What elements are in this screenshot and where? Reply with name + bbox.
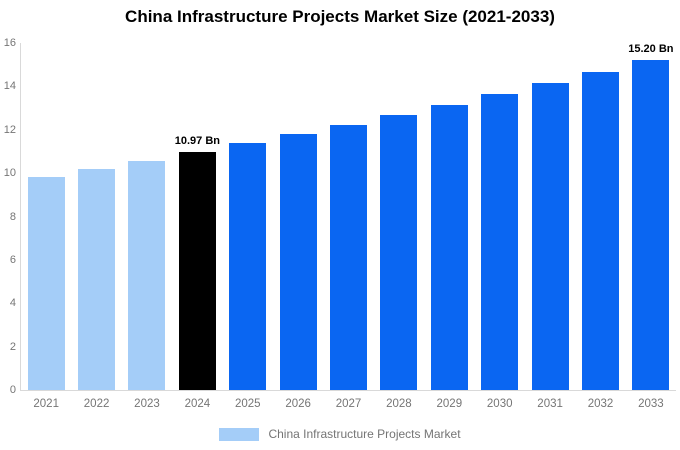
x-tick-label-2027: 2027 xyxy=(335,398,362,410)
x-tick-label-2023: 2023 xyxy=(134,398,160,410)
x-tick-label-2031: 2031 xyxy=(537,398,563,410)
bar-slot-2032 xyxy=(575,43,625,390)
legend-swatch xyxy=(219,427,260,441)
y-tick-label: 2 xyxy=(9,340,16,353)
bar-slot-2021 xyxy=(21,43,71,390)
bar-slot-2025 xyxy=(223,43,273,390)
bar-2033 xyxy=(632,60,670,390)
chart-title: China Infrastructure Projects Market Siz… xyxy=(125,7,555,26)
bar-2029 xyxy=(430,104,468,390)
x-tick-label-2033: 2033 xyxy=(638,398,664,410)
bar-2028 xyxy=(380,115,418,390)
bar-slot-2022 xyxy=(71,43,121,390)
x-tick-label-2029: 2029 xyxy=(436,398,463,410)
bar-2026 xyxy=(279,134,317,390)
bar-2021 xyxy=(27,176,65,390)
y-tick-label: 0 xyxy=(9,384,16,396)
y-tick-label: 14 xyxy=(3,80,16,93)
x-tick-label-2026: 2026 xyxy=(285,398,311,410)
x-tick-label-2025: 2025 xyxy=(234,398,261,410)
bar-slot-2029 xyxy=(424,43,474,390)
x-tick-label-2028: 2028 xyxy=(386,398,412,410)
bar-slot-2028 xyxy=(374,43,424,390)
bar-slot-2023 xyxy=(122,43,172,390)
bar-2032 xyxy=(581,72,619,390)
bar-2022 xyxy=(78,168,116,390)
value-label-2024: 10.97 Bn xyxy=(174,135,220,148)
x-tick-label-2030: 2030 xyxy=(486,398,513,410)
x-axis: 2021 2022 2023 2024 2025 2026 2027 2028 2029 2030… xyxy=(21,398,676,410)
plot-area: 10.97 Bn 15.20 Bn xyxy=(21,43,676,390)
bar-2023 xyxy=(128,160,166,390)
y-tick-label: 8 xyxy=(9,210,16,223)
bar-2024 xyxy=(178,152,216,390)
bar-slot-2026 xyxy=(273,43,323,390)
value-label-2033: 15.20 Bn xyxy=(628,43,674,56)
bar-2031 xyxy=(531,83,569,390)
bar-slot-2030 xyxy=(475,43,525,390)
y-tick-label: 12 xyxy=(3,123,16,136)
y-tick-label: 6 xyxy=(9,253,16,266)
x-tick-label-2032: 2032 xyxy=(587,398,614,410)
bar-slot-2024: 10.97 Bn xyxy=(172,43,222,390)
bar-2027 xyxy=(330,124,368,390)
bar-slot-2027 xyxy=(323,43,373,390)
x-tick-label-2021: 2021 xyxy=(33,398,59,410)
bar-slot-2033: 15.20 Bn xyxy=(626,43,676,390)
x-tick-label-2022: 2022 xyxy=(83,398,110,410)
legend-label: China Infrastructure Projects Market xyxy=(268,427,461,441)
bar-slot-2031 xyxy=(525,43,575,390)
bar-2025 xyxy=(229,143,267,390)
y-tick-label: 4 xyxy=(9,297,16,310)
legend: China Infrastructure Projects Market xyxy=(0,427,680,441)
y-tick-label: 10 xyxy=(3,167,16,180)
y-tick-label: 16 xyxy=(3,37,16,49)
x-tick-label-2024: 2024 xyxy=(184,398,211,410)
bar-2030 xyxy=(481,94,519,390)
y-axis-line xyxy=(20,43,21,391)
x-axis-line xyxy=(20,390,676,391)
